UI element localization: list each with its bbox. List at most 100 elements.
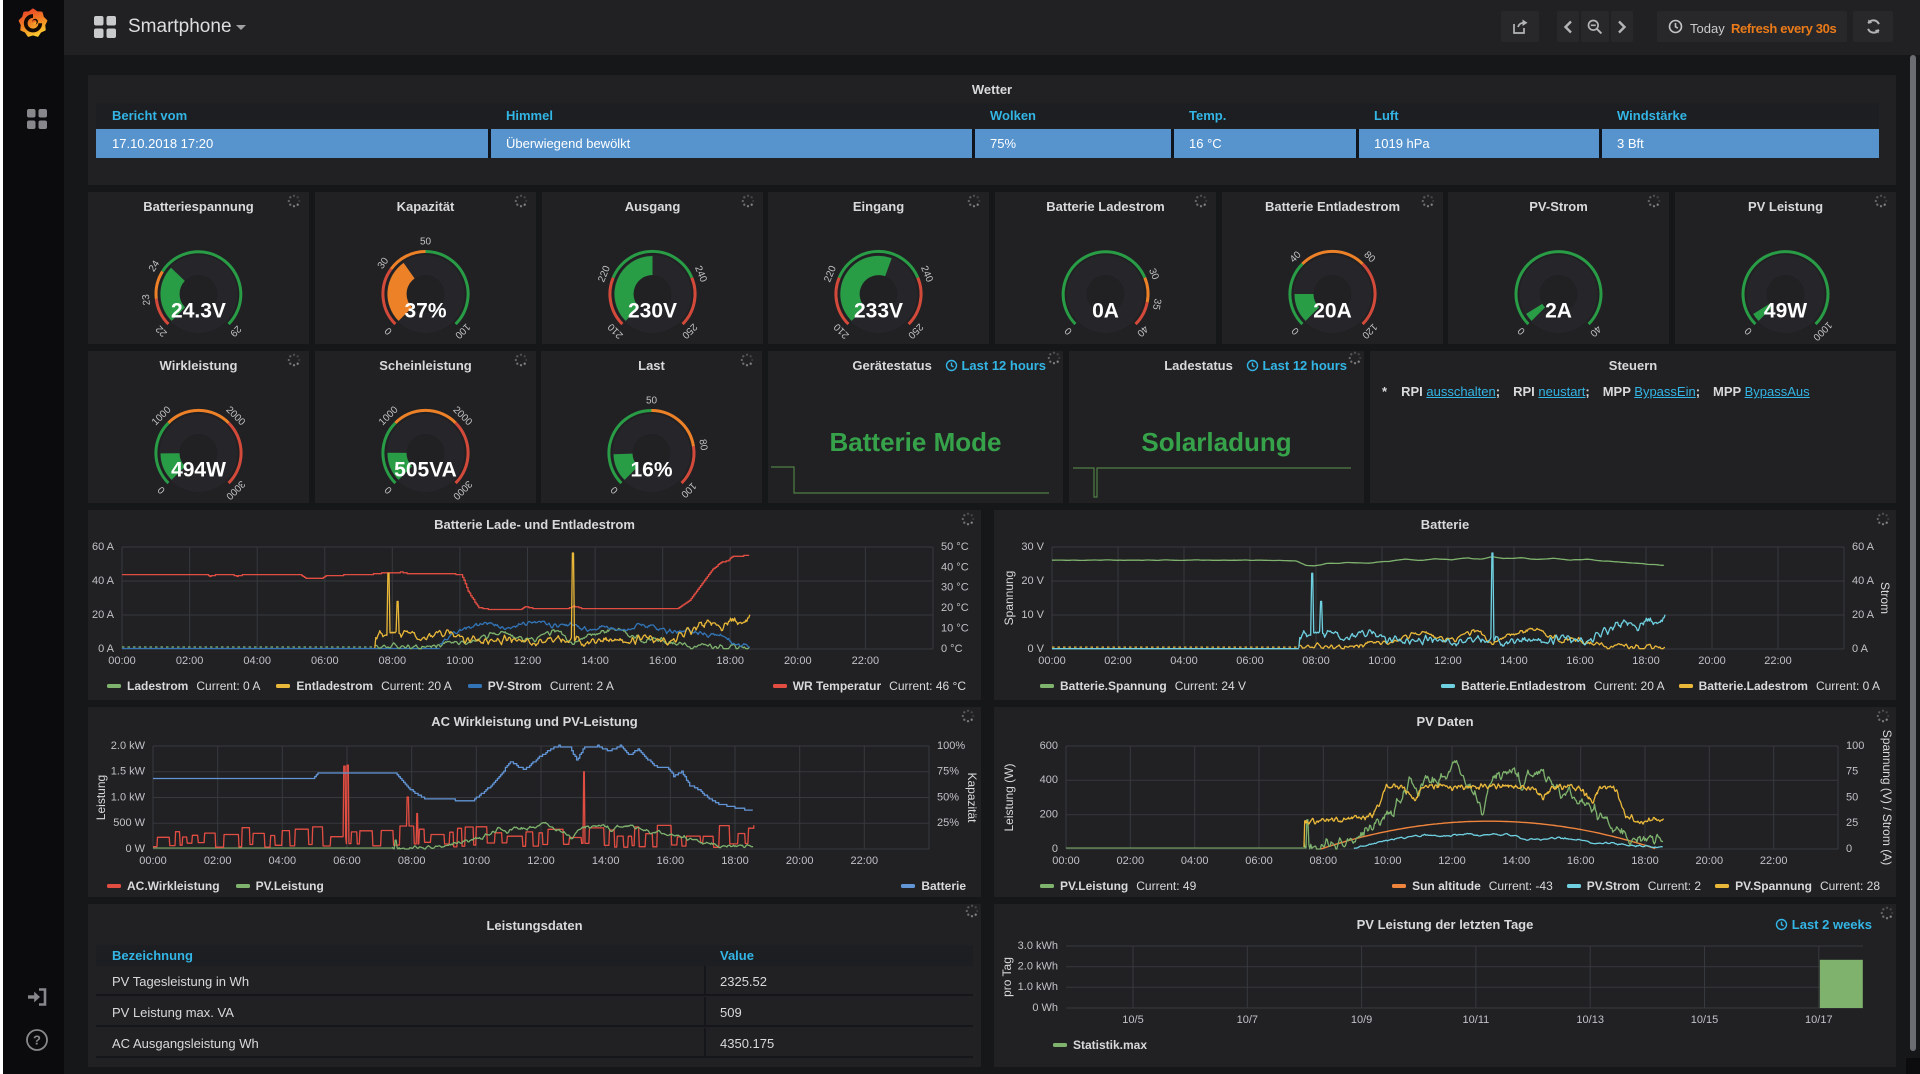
svg-text:600: 600 (1040, 740, 1058, 752)
svg-text:49W: 49W (1764, 300, 1807, 323)
svg-text:0: 0 (609, 484, 621, 496)
svg-text:20:00: 20:00 (784, 655, 812, 667)
svg-text:25%: 25% (937, 817, 959, 829)
svg-text:0: 0 (383, 325, 395, 337)
svg-text:16:00: 16:00 (1567, 855, 1595, 867)
svg-text:250: 250 (905, 321, 925, 341)
svg-text:500 W: 500 W (113, 817, 145, 829)
svg-text:0 Wh: 0 Wh (1032, 1002, 1058, 1014)
svg-text:?: ? (33, 1032, 41, 1047)
svg-text:2.0 kW: 2.0 kW (111, 740, 146, 752)
svg-text:10:00: 10:00 (1374, 855, 1402, 867)
svg-text:505VA: 505VA (394, 459, 457, 482)
svg-text:23: 23 (141, 293, 153, 306)
svg-text:24.3V: 24.3V (171, 300, 226, 323)
svg-text:pro Tag: pro Tag (1000, 957, 1014, 997)
svg-text:04:00: 04:00 (243, 655, 271, 667)
svg-text:16:00: 16:00 (657, 855, 685, 867)
svg-text:30 °C: 30 °C (941, 582, 969, 594)
svg-text:1.0 kW: 1.0 kW (111, 791, 146, 803)
svg-text:04:00: 04:00 (1170, 655, 1198, 667)
svg-text:14:00: 14:00 (592, 855, 620, 867)
svg-text:2A: 2A (1545, 300, 1572, 323)
svg-text:50: 50 (1846, 791, 1858, 803)
svg-text:14:00: 14:00 (1503, 855, 1531, 867)
svg-text:0: 0 (1846, 843, 1852, 855)
svg-text:200: 200 (1040, 809, 1058, 821)
svg-text:0 A: 0 A (1852, 643, 1869, 655)
svg-text:10:00: 10:00 (446, 655, 474, 667)
svg-text:10/13: 10/13 (1576, 1014, 1604, 1026)
svg-text:10 V: 10 V (1021, 609, 1044, 621)
svg-text:30 V: 30 V (1021, 541, 1044, 553)
svg-text:35: 35 (1150, 298, 1163, 311)
svg-text:20A: 20A (1313, 300, 1352, 323)
svg-text:0 W: 0 W (125, 843, 145, 855)
svg-text:40: 40 (1587, 323, 1603, 339)
svg-text:0: 0 (1743, 325, 1755, 337)
svg-text:40: 40 (1134, 323, 1150, 339)
svg-text:0A: 0A (1092, 300, 1119, 323)
svg-text:60 A: 60 A (1852, 541, 1875, 553)
svg-text:0 °C: 0 °C (941, 643, 963, 655)
svg-text:Kapazität: Kapazität (965, 772, 979, 823)
svg-text:06:00: 06:00 (333, 855, 361, 867)
svg-text:20 A: 20 A (1852, 609, 1875, 621)
svg-text:50%: 50% (937, 791, 959, 803)
svg-text:1.0 kWh: 1.0 kWh (1018, 981, 1058, 993)
svg-text:02:00: 02:00 (1104, 655, 1132, 667)
svg-text:10/9: 10/9 (1351, 1014, 1372, 1026)
svg-text:1.5 kW: 1.5 kW (111, 766, 146, 778)
svg-text:00:00: 00:00 (1052, 855, 1080, 867)
svg-text:230V: 230V (628, 300, 677, 323)
svg-text:1000: 1000 (1810, 319, 1834, 343)
svg-text:0: 0 (383, 484, 395, 496)
svg-text:18:00: 18:00 (716, 655, 744, 667)
svg-text:20 °C: 20 °C (941, 602, 969, 614)
svg-text:04:00: 04:00 (269, 855, 297, 867)
svg-text:494W: 494W (171, 459, 226, 482)
svg-text:04:00: 04:00 (1181, 855, 1209, 867)
svg-text:1000: 1000 (150, 404, 174, 428)
svg-text:20:00: 20:00 (786, 855, 814, 867)
svg-text:14:00: 14:00 (1500, 655, 1528, 667)
svg-text:0: 0 (1516, 325, 1528, 337)
svg-text:1000: 1000 (377, 404, 401, 428)
svg-text:10:00: 10:00 (463, 855, 491, 867)
svg-text:250: 250 (679, 321, 699, 341)
svg-text:18:00: 18:00 (1631, 855, 1659, 867)
svg-text:2000: 2000 (223, 405, 247, 429)
svg-text:40 °C: 40 °C (941, 561, 969, 573)
svg-text:06:00: 06:00 (311, 655, 339, 667)
svg-text:22:00: 22:00 (852, 655, 880, 667)
svg-text:Spannung: Spannung (1002, 571, 1016, 626)
svg-text:100: 100 (452, 321, 472, 341)
svg-text:10 °C: 10 °C (941, 623, 969, 635)
svg-text:10:00: 10:00 (1368, 655, 1396, 667)
svg-text:2.0 kWh: 2.0 kWh (1018, 961, 1058, 973)
svg-text:120: 120 (1359, 321, 1379, 341)
svg-text:40 A: 40 A (1852, 575, 1875, 587)
svg-text:Strom: Strom (1878, 582, 1892, 614)
svg-text:3.0 kWh: 3.0 kWh (1018, 940, 1058, 952)
svg-text:00:00: 00:00 (108, 655, 136, 667)
svg-text:400: 400 (1040, 774, 1058, 786)
svg-text:0: 0 (156, 484, 168, 496)
svg-text:22:00: 22:00 (1760, 855, 1788, 867)
svg-text:30: 30 (1146, 267, 1161, 282)
svg-text:02:00: 02:00 (1117, 855, 1145, 867)
svg-text:0: 0 (1063, 325, 1075, 337)
svg-text:22:00: 22:00 (851, 855, 879, 867)
svg-text:16:00: 16:00 (1566, 655, 1594, 667)
svg-text:80: 80 (696, 439, 709, 452)
svg-text:22:00: 22:00 (1764, 655, 1792, 667)
svg-text:02:00: 02:00 (204, 855, 232, 867)
svg-text:2000: 2000 (450, 405, 474, 429)
svg-text:10/17: 10/17 (1805, 1014, 1833, 1026)
svg-text:100: 100 (678, 480, 698, 500)
svg-text:100%: 100% (937, 740, 965, 752)
svg-text:18:00: 18:00 (1632, 655, 1660, 667)
svg-text:75: 75 (1846, 766, 1858, 778)
svg-text:14:00: 14:00 (581, 655, 609, 667)
svg-text:37%: 37% (404, 300, 446, 323)
